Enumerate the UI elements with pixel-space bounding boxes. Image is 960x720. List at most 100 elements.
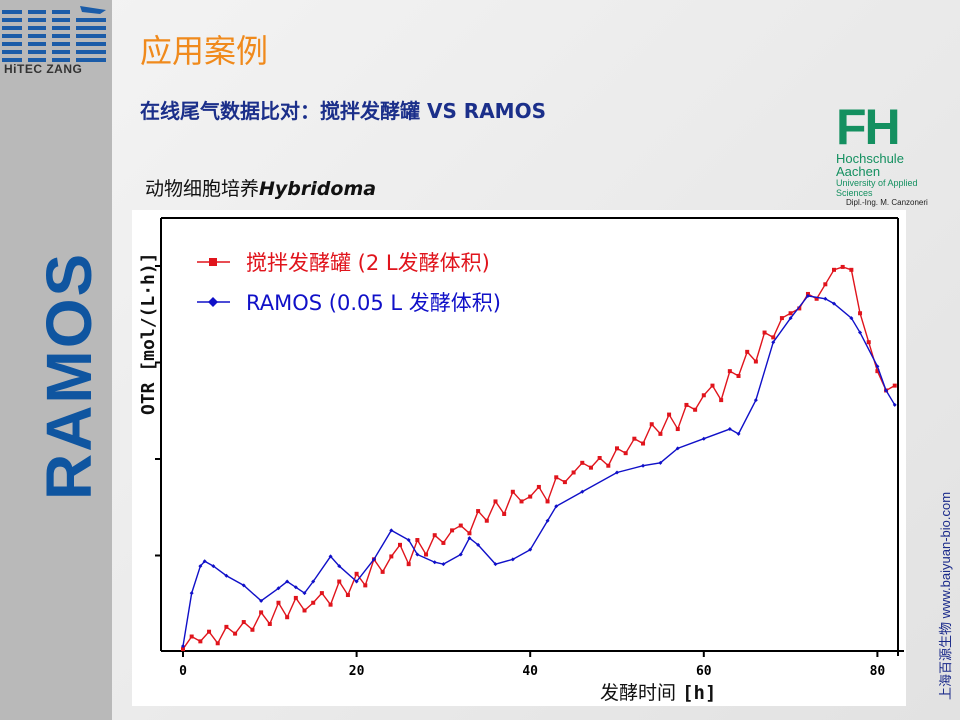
data-point [302, 608, 307, 613]
chart-panel [132, 210, 906, 706]
data-point [580, 460, 585, 465]
data-point [198, 639, 203, 644]
chart-title-prefix: 动物细胞培养 [145, 178, 260, 200]
data-point [858, 330, 863, 335]
data-point [224, 573, 229, 578]
data-point [415, 552, 420, 557]
data-point [832, 267, 836, 272]
y-axis-label: OTR [mol/(L·h)] [138, 252, 159, 415]
data-point [363, 583, 368, 588]
data-point [250, 627, 255, 632]
data-point [693, 407, 698, 412]
data-point [493, 499, 498, 504]
data-point [510, 489, 515, 494]
data-point [354, 579, 359, 584]
website-credit: 上海百源生物 www.baiyuan-bio.com [938, 491, 953, 700]
data-point [502, 511, 507, 516]
data-point [788, 316, 793, 321]
data-point [615, 446, 619, 451]
series-line-1 [182, 295, 896, 647]
legend-label-1: RAMOS (0.05 L 发酵体积) [246, 291, 501, 315]
data-point [641, 463, 646, 468]
data-point [701, 393, 706, 398]
hitec-logo-text: HiTEC ZANG [4, 62, 83, 76]
x-tick-label: 20 [349, 664, 365, 679]
data-point [371, 557, 376, 562]
legend-marker-0 [209, 258, 217, 266]
data-point [450, 528, 455, 533]
data-point [823, 282, 828, 287]
data-point [285, 579, 290, 584]
x-tick-label: 0 [179, 664, 187, 679]
data-point [189, 634, 194, 639]
fh-aachen-logo: FH Hochschule Aachen University of Appli… [836, 102, 948, 208]
data-point [311, 600, 316, 605]
data-point [528, 494, 533, 499]
data-point [241, 583, 246, 588]
data-point [884, 388, 889, 393]
data-point [597, 456, 602, 460]
data-point [389, 554, 394, 559]
data-point [276, 586, 281, 591]
legend-marker-1 [208, 297, 218, 307]
data-point [415, 538, 420, 543]
data-point [814, 296, 819, 301]
data-point [892, 402, 897, 407]
data-point [554, 504, 559, 509]
fh-author: Dipl.-Ing. M. Canzoneri [846, 198, 928, 207]
data-point [207, 629, 212, 634]
data-point [432, 560, 437, 565]
data-point [528, 547, 533, 552]
data-point [875, 364, 880, 369]
data-point [771, 335, 776, 340]
data-point [302, 591, 307, 596]
data-point [719, 398, 724, 403]
data-point [181, 647, 185, 652]
data-point [354, 571, 359, 576]
data-point [667, 412, 672, 417]
data-point [545, 499, 550, 504]
data-point [892, 383, 897, 388]
x-tick-label: 60 [696, 664, 712, 679]
data-point [562, 480, 567, 485]
data-point [649, 422, 654, 427]
data-point [328, 602, 333, 607]
data-point [675, 446, 680, 451]
data-point [337, 564, 342, 569]
data-point [840, 264, 845, 269]
data-point [727, 369, 732, 374]
data-point [779, 316, 784, 321]
data-point [198, 564, 203, 569]
data-point [345, 593, 350, 598]
chart-title: 动物细胞培养Hybridoma [145, 174, 376, 201]
data-point [406, 562, 411, 567]
data-point [467, 536, 472, 541]
x-axis-label-unit: [h] [682, 682, 717, 704]
x-axis-label: 发酵时间 [h] [600, 678, 716, 705]
data-point [849, 316, 854, 321]
data-point [380, 569, 385, 574]
data-point [215, 641, 220, 646]
data-point [202, 559, 207, 564]
data-point [658, 431, 663, 436]
data-point [319, 591, 324, 596]
data-point [536, 484, 541, 489]
x-tick-label: 80 [870, 664, 886, 679]
data-point [293, 595, 298, 600]
fh-line1: Hochschule Aachen [836, 151, 904, 179]
data-point [389, 528, 394, 533]
data-point [476, 542, 481, 547]
data-point [311, 579, 316, 584]
data-point [580, 489, 585, 494]
data-point [189, 591, 194, 596]
data-point [684, 402, 689, 407]
data-point [510, 557, 515, 562]
data-point [519, 499, 524, 504]
data-point [736, 373, 741, 378]
data-point [458, 552, 463, 557]
data-point [259, 610, 264, 615]
data-point [805, 293, 810, 298]
data-point [406, 538, 411, 543]
data-point [727, 427, 732, 432]
